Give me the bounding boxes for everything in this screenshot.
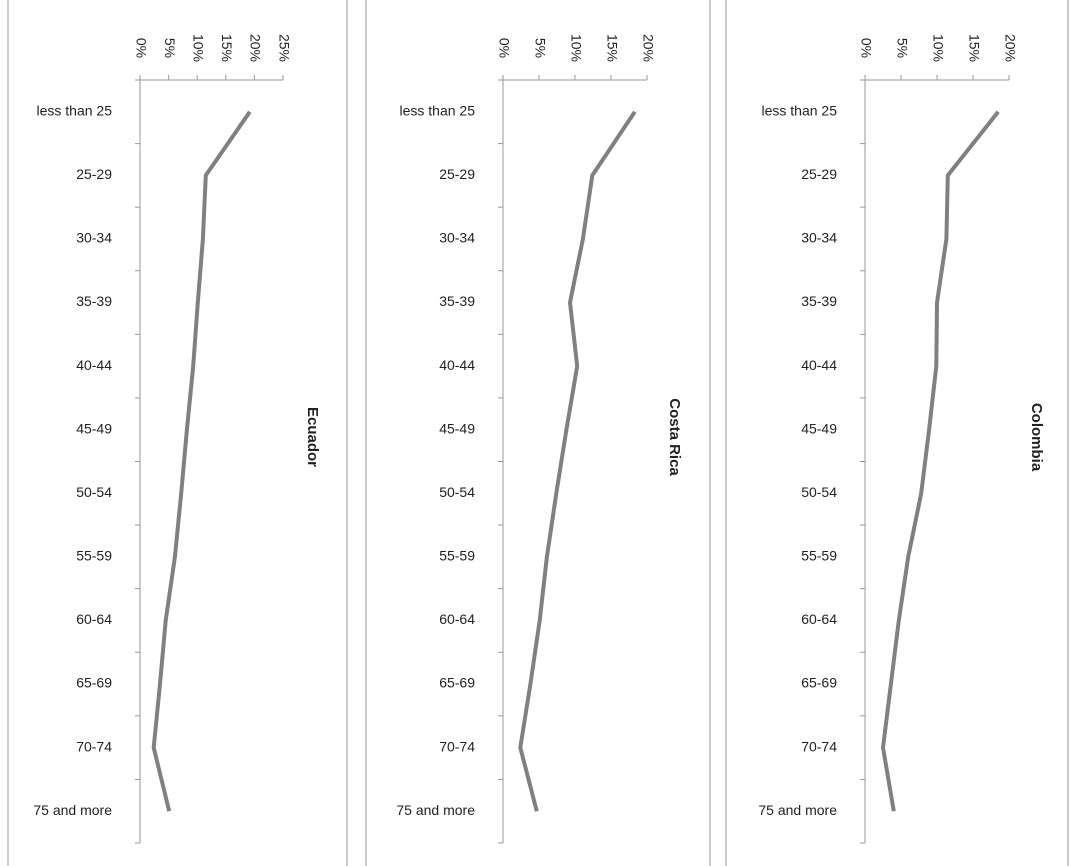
y-tick-label: 30-34	[76, 230, 112, 246]
x-tick-label: 5%	[162, 38, 178, 58]
y-tick-label: 35-39	[76, 293, 112, 309]
y-tick-label: 50-54	[801, 484, 837, 500]
data-line	[151, 110, 252, 812]
y-tick-label: 30-34	[801, 230, 837, 246]
y-tick-label: 45-49	[801, 420, 837, 436]
y-tick-label: 75 and more	[396, 802, 475, 818]
y-tick-label: 30-34	[439, 230, 475, 246]
x-tick-label: 10%	[190, 34, 206, 62]
y-tick-label: 75 and more	[758, 802, 837, 818]
x-tick-label: 0%	[858, 38, 874, 58]
y-tick-label: 25-29	[76, 166, 112, 182]
y-tick-label: 40-44	[76, 357, 112, 373]
x-tick-label: 0%	[496, 38, 512, 58]
y-tick-label: 70-74	[801, 738, 837, 754]
y-tick-label: 50-54	[76, 484, 112, 500]
y-tick-label: 25-29	[801, 166, 837, 182]
y-tick-label: 35-39	[439, 293, 475, 309]
y-tick-label: 70-74	[76, 738, 112, 754]
x-tick-label: 20%	[640, 34, 656, 62]
x-tick-label: 15%	[219, 34, 235, 62]
x-tick-label: 20%	[1002, 34, 1018, 62]
y-tick-label: 35-39	[801, 293, 837, 309]
y-tick-label: 45-49	[76, 420, 112, 436]
y-tick-label: 75 and more	[33, 802, 112, 818]
y-tick-label: 45-49	[439, 420, 475, 436]
x-tick-label: 10%	[568, 34, 584, 62]
x-tick-label: 0%	[133, 38, 149, 58]
y-tick-label: 65-69	[76, 675, 112, 691]
y-tick-label: 50-54	[439, 484, 475, 500]
x-tick-label: 10%	[930, 34, 946, 62]
y-tick-label: 40-44	[801, 357, 837, 373]
panel-border	[7, 0, 348, 866]
chart-title: Costa Rica	[666, 398, 683, 476]
x-tick-label: 5%	[532, 38, 548, 58]
y-tick-label: 55-59	[439, 548, 475, 564]
panel-border	[365, 0, 711, 866]
y-tick-label: 60-64	[439, 611, 475, 627]
y-tick-label: 70-74	[439, 738, 475, 754]
y-tick-label: 65-69	[801, 675, 837, 691]
chart-title: Colombia	[1028, 403, 1045, 472]
x-tick-label: 15%	[604, 34, 620, 62]
x-tick-label: 5%	[894, 38, 910, 58]
y-tick-label: 60-64	[801, 611, 837, 627]
panel-border	[725, 0, 1069, 866]
chart-title: Ecuador	[304, 407, 321, 467]
x-tick-label: 25%	[276, 34, 292, 62]
y-tick-label: 60-64	[76, 611, 112, 627]
y-tick-label: less than 25	[37, 102, 113, 118]
data-line	[881, 110, 1000, 812]
x-tick-label: 20%	[248, 34, 264, 62]
y-tick-label: 65-69	[439, 675, 475, 691]
y-tick-label: 55-59	[801, 548, 837, 564]
y-tick-label: less than 25	[762, 102, 838, 118]
y-tick-label: 25-29	[439, 166, 475, 182]
y-tick-label: 40-44	[439, 357, 475, 373]
y-tick-label: less than 25	[400, 102, 476, 118]
x-tick-label: 15%	[966, 34, 982, 62]
y-tick-label: 55-59	[76, 548, 112, 564]
data-line	[518, 110, 637, 812]
